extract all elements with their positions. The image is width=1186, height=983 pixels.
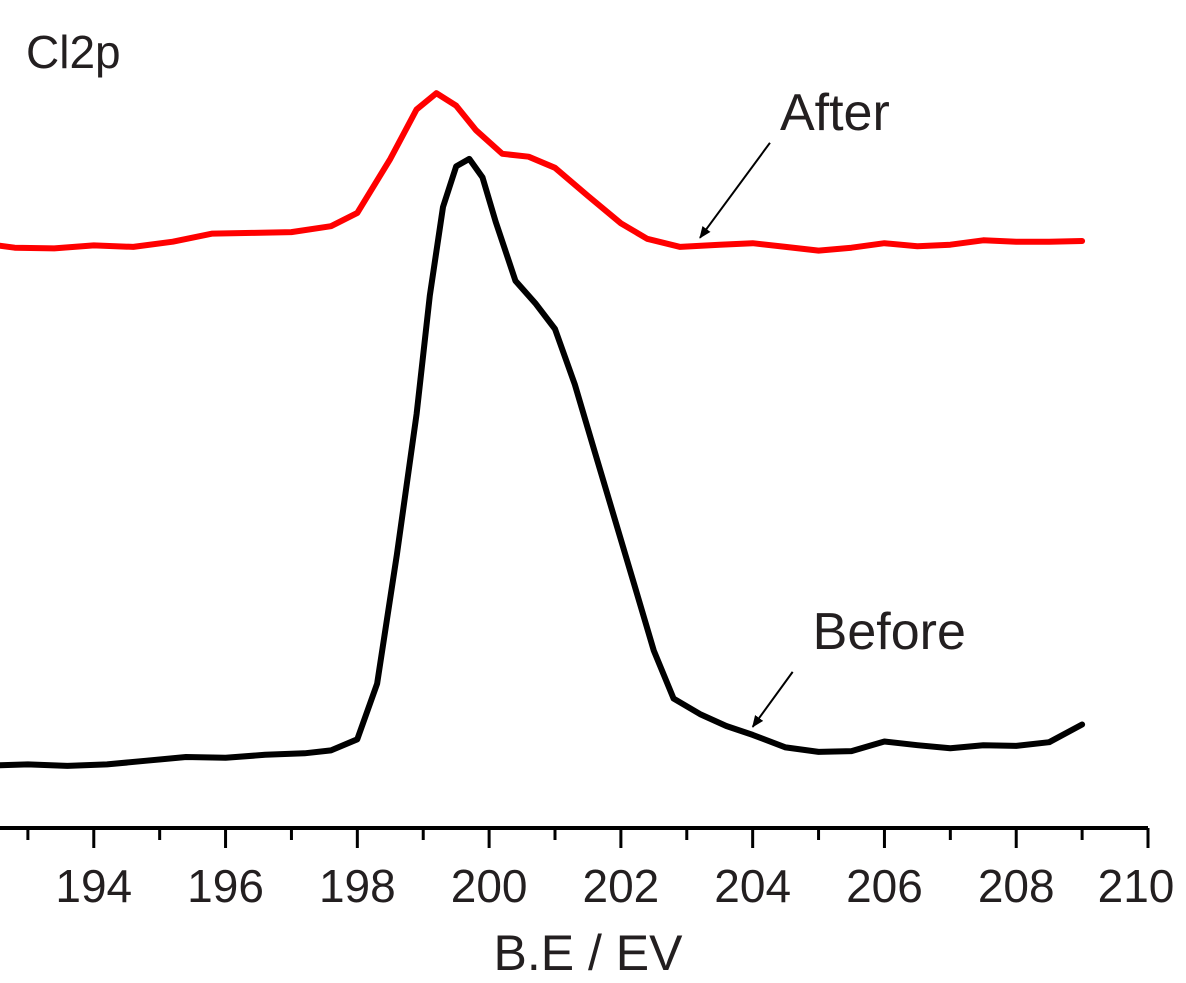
x-tick-label: 204: [714, 860, 791, 912]
x-tick-label: 196: [187, 860, 264, 912]
panel-label: Cl2p: [26, 26, 121, 78]
series-line-after: [0, 90, 1086, 254]
series-layer: [0, 90, 1086, 769]
x-tick-label: 202: [583, 860, 660, 912]
x-axis-title: B.E / EV: [494, 925, 684, 981]
x-tick-label: 208: [978, 860, 1055, 912]
x-tick-label: 210: [1098, 860, 1175, 912]
annotation-layer: After Before: [699, 84, 966, 728]
annotation-arrow-after: [699, 142, 771, 239]
x-tick-label: 198: [319, 860, 396, 912]
x-axis-ticks: 194 196 198 200 202 204 206 208 210: [26, 828, 1175, 912]
x-tick-label: 206: [846, 860, 923, 912]
series-line-before: [0, 155, 1086, 769]
x-tick-label: 200: [451, 860, 528, 912]
x-tick-label: 194: [55, 860, 132, 912]
annotation-label-after: After: [780, 84, 890, 142]
annotation-label-before: Before: [813, 603, 966, 661]
annotation-arrow-before: [751, 671, 794, 728]
